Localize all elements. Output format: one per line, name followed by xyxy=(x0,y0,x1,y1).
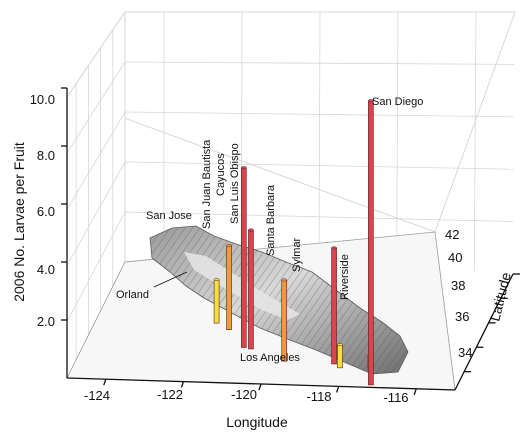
bar-body xyxy=(214,280,219,324)
bar xyxy=(214,278,219,323)
bar xyxy=(248,229,253,349)
bar-body xyxy=(337,345,342,368)
city-label-san-luis-obispo: San Luis Obispo xyxy=(229,143,241,224)
x-tick-label: -118 xyxy=(306,389,331,404)
bar-body xyxy=(241,168,246,348)
x-tick-mark xyxy=(414,389,416,395)
x-tick-label: -124 xyxy=(84,388,110,403)
z-tick-label: 10.0 xyxy=(30,92,55,107)
x-tick-label: -116 xyxy=(383,390,408,405)
x-tick-label: -120 xyxy=(231,387,257,402)
bar xyxy=(282,279,287,361)
bar xyxy=(241,167,246,348)
z-tick-label: 4.0 xyxy=(37,262,55,277)
bar xyxy=(227,244,232,329)
x-tick-label: -122 xyxy=(157,387,183,402)
bar-top xyxy=(282,279,287,281)
bar-top xyxy=(337,343,342,345)
y-tick-label: 34 xyxy=(458,345,472,360)
z-tick-label: 6.0 xyxy=(37,204,55,219)
y-axis-title: Latitude xyxy=(486,270,514,322)
bar-body xyxy=(368,101,373,385)
bar xyxy=(368,100,373,385)
city-label-san-juan-bautista: San Juan Bautista xyxy=(201,139,213,229)
city-label-santa-barbara: Santa Barbara xyxy=(265,184,277,256)
city-label-cayucos: Cayucos xyxy=(215,153,227,196)
city-label-san-jose: San Jose xyxy=(146,210,192,222)
city-label-sylmar: Sylmar xyxy=(291,237,303,272)
bar xyxy=(332,247,337,364)
bar-body xyxy=(227,246,232,330)
bar-body xyxy=(332,248,337,364)
y-tick-label: 38 xyxy=(451,278,465,293)
city-label-orland: Orland xyxy=(116,289,149,301)
bar-body xyxy=(282,280,287,361)
z-tick-label: 2.0 xyxy=(37,314,55,329)
y-tick-label: 40 xyxy=(448,250,462,265)
bar xyxy=(337,343,342,367)
bar-body xyxy=(248,230,253,349)
city-label-riverside: Riverside xyxy=(339,254,351,300)
x-tick-mark xyxy=(337,386,339,392)
bar-top xyxy=(248,229,253,231)
x-tick-mark xyxy=(104,379,106,385)
bar-top xyxy=(332,247,337,249)
back-wall xyxy=(67,12,515,232)
city-label-san-diego: San Diego xyxy=(372,96,423,108)
z-axis-title: 2006 No. Larvae per Fruit xyxy=(11,142,27,302)
y-tick-label: 36 xyxy=(455,309,469,324)
x-tick-mark xyxy=(259,384,261,390)
z-tick-label: 8.0 xyxy=(37,148,55,163)
bar-top xyxy=(241,167,246,169)
city-label-los-angeles: Los Angeles xyxy=(240,352,300,364)
bar-top xyxy=(214,278,219,280)
bar-top xyxy=(227,244,232,246)
y-tick-label: 42 xyxy=(445,227,459,242)
x-axis-title: Longitude xyxy=(226,414,288,430)
